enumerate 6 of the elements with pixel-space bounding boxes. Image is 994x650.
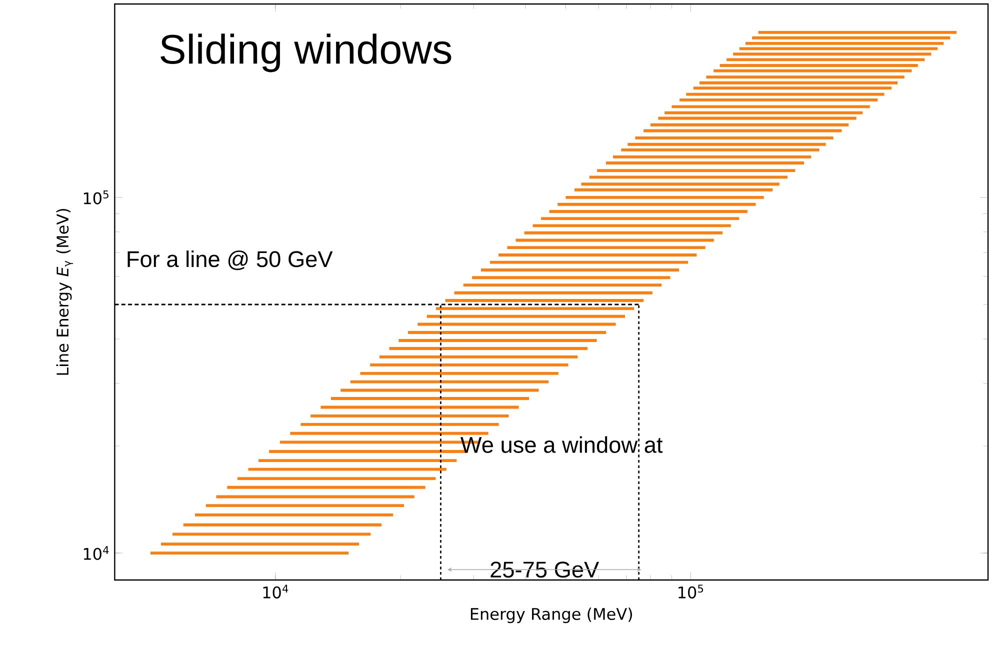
x-axis-title: Energy Range (MeV) <box>470 608 632 624</box>
text: Sliding windows <box>160 34 452 72</box>
annotation: For a line @ 50 GeV <box>128 250 333 270</box>
annotation: We use a window at <box>460 436 663 453</box>
y-axis-title: Line Energy E$_{γ}$ (MeV) <box>56 208 74 375</box>
annotation: 25-75 GeV <box>490 562 600 578</box>
